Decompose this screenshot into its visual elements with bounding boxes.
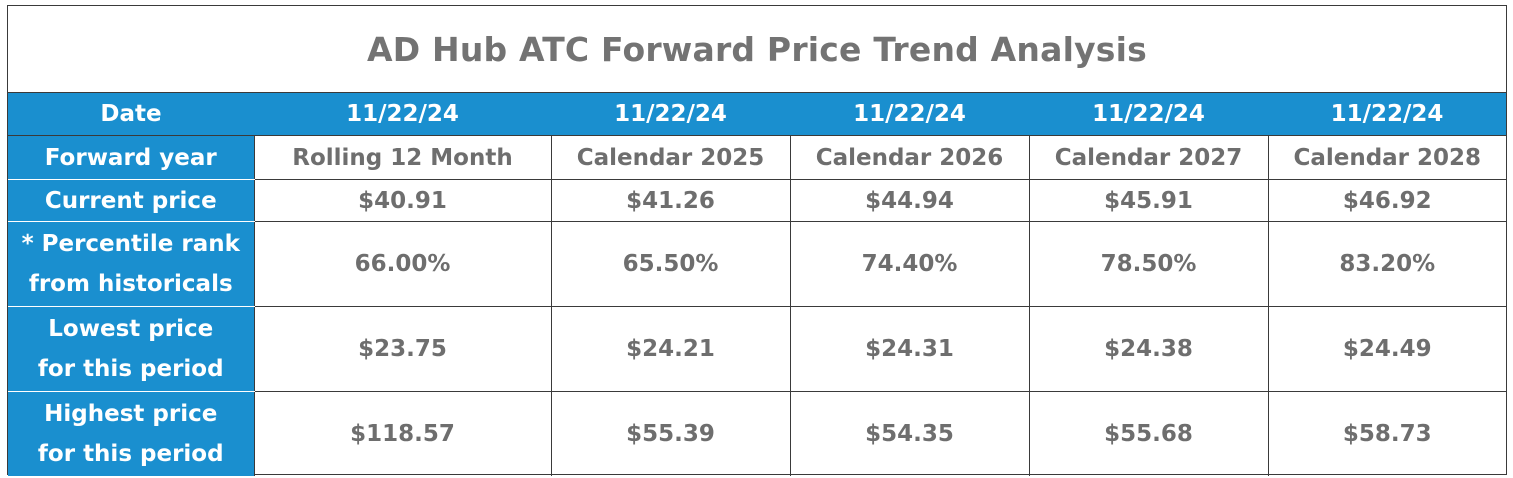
table-cell: Calendar 2027	[1028, 135, 1268, 180]
table-cell: $24.38	[1028, 306, 1268, 392]
table-row: * Percentile rank from historicals 66.00%…	[8, 221, 1506, 307]
table-cell: $55.68	[1028, 391, 1268, 476]
row-label-line: from historicals	[28, 271, 233, 297]
header-date: 11/22/24	[1029, 92, 1268, 136]
table-cell: Calendar 2025	[550, 135, 790, 180]
table-cell: $23.75	[253, 306, 551, 392]
row-label-line: Current price	[44, 187, 217, 214]
header-row: Date 11/22/24 11/22/24 11/22/24 11/22/24…	[8, 92, 1506, 136]
table-row: Highest price for this period $118.57 $55…	[8, 391, 1506, 476]
table-cell: 65.50%	[550, 221, 790, 307]
table-cell: 83.20%	[1267, 221, 1506, 307]
row-label-line: Lowest price	[48, 316, 214, 342]
table-cell: Rolling 12 Month	[253, 135, 551, 180]
table-cell: $58.73	[1267, 391, 1506, 476]
row-label-line: for this period	[37, 440, 224, 467]
row-label-line: Highest price	[44, 400, 218, 427]
table-row: Current price $40.91 $41.26 $44.94 $45.9…	[8, 179, 1506, 222]
table-cell: Calendar 2028	[1267, 135, 1506, 180]
table-cell: Calendar 2026	[789, 135, 1029, 180]
header-date: 11/22/24	[790, 92, 1029, 136]
table-cell: $45.91	[1028, 179, 1268, 222]
table-cell: 78.50%	[1028, 221, 1268, 307]
row-label-line: for this period	[37, 356, 224, 382]
table-cell: $41.26	[550, 179, 790, 222]
row-label: * Percentile rank from historicals	[8, 221, 254, 307]
header-date: 11/22/24	[1268, 92, 1506, 136]
row-label-line: Forward year	[44, 144, 217, 171]
table-cell: $40.91	[253, 179, 551, 222]
table-cell: 66.00%	[253, 221, 551, 307]
table-cell: $24.49	[1267, 306, 1506, 392]
table-cell: $118.57	[253, 391, 551, 476]
row-label: Current price	[8, 179, 254, 222]
row-label: Highest price for this period	[8, 391, 254, 476]
table-cell: $46.92	[1267, 179, 1506, 222]
row-label: Forward year	[8, 135, 254, 180]
table-cell: $54.35	[789, 391, 1029, 476]
header-label: Date	[8, 92, 254, 136]
table-cell: $24.31	[789, 306, 1029, 392]
header-date: 11/22/24	[551, 92, 790, 136]
table-row: Lowest price for this period $23.75 $24.2…	[8, 306, 1506, 392]
table-cell: $44.94	[789, 179, 1029, 222]
table-cell: $55.39	[550, 391, 790, 476]
row-label: Lowest price for this period	[8, 306, 254, 392]
table-title: AD Hub ATC Forward Price Trend Analysis	[367, 29, 1147, 69]
table-cell: 74.40%	[789, 221, 1029, 307]
table-cell: $24.21	[550, 306, 790, 392]
table-frame: AD Hub ATC Forward Price Trend Analysis …	[7, 5, 1507, 476]
row-label-line: * Percentile rank	[21, 231, 240, 257]
price-table: Date 11/22/24 11/22/24 11/22/24 11/22/24…	[8, 92, 1506, 476]
header-date: 11/22/24	[254, 92, 551, 136]
table-row: Forward year Rolling 12 Month Calendar 2…	[8, 135, 1506, 180]
